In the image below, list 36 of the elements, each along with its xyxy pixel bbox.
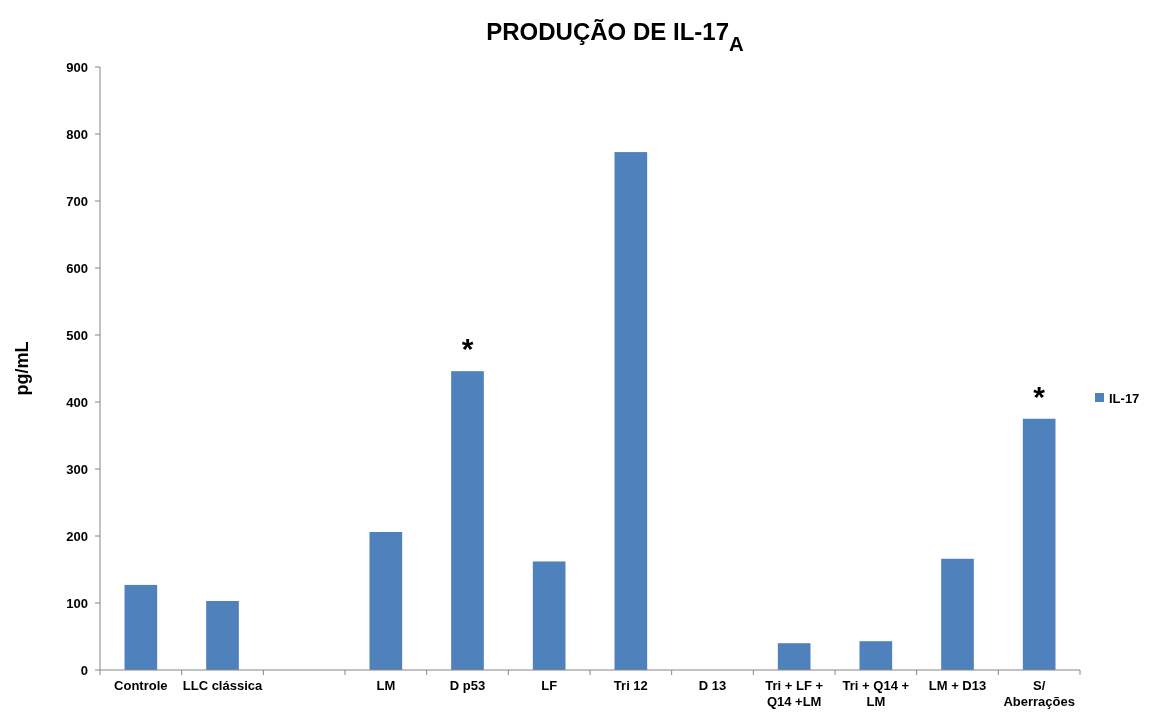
bar — [124, 584, 158, 670]
x-tick-label: Tri + LF + Q14 +LM — [765, 678, 824, 709]
y-tick-label: 200 — [66, 528, 88, 544]
x-tick-label: LM — [376, 678, 396, 693]
y-tick-label: 400 — [66, 394, 88, 410]
bar — [206, 600, 239, 670]
x-tick-label: LM + D13 — [928, 678, 987, 693]
x-tick-label: S/ Aberrações — [1003, 678, 1075, 709]
annotation: * — [461, 332, 474, 366]
x-tick-label: Tri + Q14 + LM — [842, 678, 910, 709]
x-tick-label: LF — [541, 678, 558, 693]
y-tick-label: 600 — [66, 260, 88, 276]
y-tick-label: 700 — [66, 193, 88, 209]
bar — [369, 531, 403, 670]
bar — [614, 152, 648, 670]
y-tick-label: 100 — [66, 595, 88, 611]
y-tick-label: 0 — [80, 662, 88, 678]
bar — [777, 643, 811, 670]
x-tick-label: Controle — [114, 678, 168, 693]
chart-title: PRODUÇÃO DE IL-17$_{A}$ — [486, 18, 744, 55]
y-tick-label: 500 — [66, 327, 88, 343]
y-axis-title: pg/mL — [12, 341, 32, 396]
bar — [941, 558, 974, 670]
annotation: * — [1033, 379, 1046, 413]
legend-label: IL-17 — [1109, 390, 1140, 406]
bar — [451, 371, 484, 670]
bar — [859, 641, 893, 670]
x-tick-label: D p53 — [449, 678, 486, 693]
x-tick-label: Tri 12 — [613, 678, 648, 693]
bar — [1022, 418, 1056, 670]
x-tick-label: D 13 — [698, 678, 727, 693]
x-tick-label: LLC clássica — [182, 678, 264, 693]
y-tick-label: 800 — [66, 126, 88, 142]
bar — [532, 561, 566, 670]
y-tick-label: 300 — [66, 461, 88, 477]
y-tick-label: 900 — [66, 59, 88, 75]
